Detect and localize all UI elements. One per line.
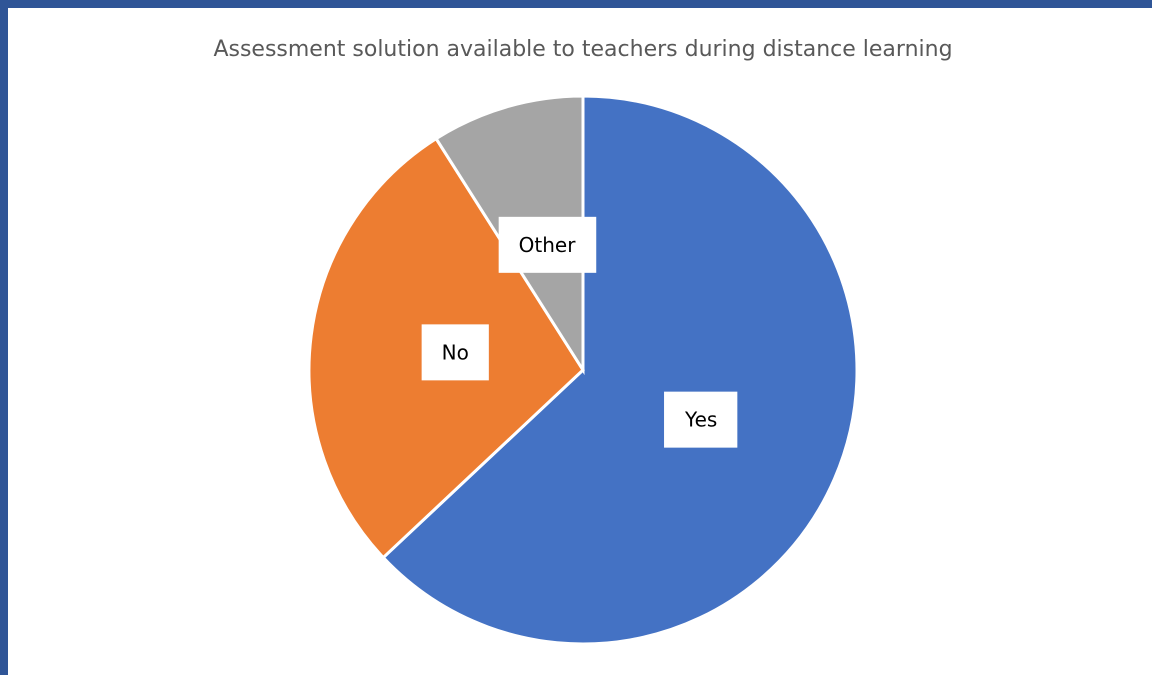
slice-label: Other	[519, 233, 577, 257]
label-box	[664, 391, 738, 448]
chart-title: Assessment solution available to teacher…	[213, 37, 952, 62]
pie-slice	[381, 94, 859, 646]
label-box	[498, 216, 597, 273]
slice-label: No	[442, 340, 469, 364]
label-box	[421, 324, 489, 381]
slice-label: Yes	[684, 408, 717, 432]
